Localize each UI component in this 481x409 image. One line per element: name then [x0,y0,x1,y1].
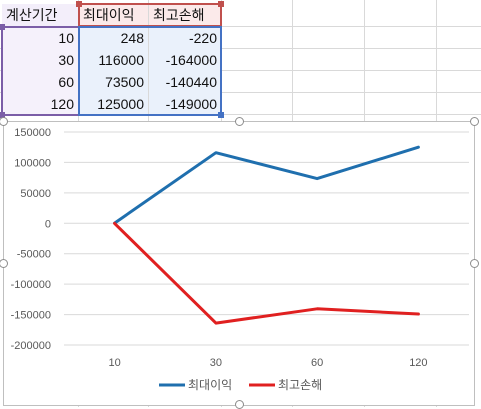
line-chart[interactable]: 150000 100000 50000 0 -50000 -100000 -150000 -2… [3,121,475,406]
range-resize-handle[interactable] [218,1,224,7]
series-line-1 [115,147,419,223]
y-tick-label: 50000 [20,188,51,200]
y-tick-label: -200000 [11,340,51,352]
y-tick-label: 0 [45,218,51,230]
table-cell[interactable]: 125000 [79,93,148,115]
table-cell[interactable]: 248 [79,27,148,49]
chart-resize-handle[interactable] [470,259,479,268]
header-cell-max-profit[interactable]: 최대이익 [79,4,148,26]
chart-resize-handle[interactable] [235,117,244,126]
y-tick-label: -50000 [17,249,51,261]
x-tick-label: 120 [409,357,427,369]
table-cell[interactable]: 60 [2,71,78,93]
series-line-2 [115,223,419,323]
chart-plot-area: 150000 100000 50000 0 -50000 -100000 -150000 -2… [4,122,474,405]
table-cell[interactable]: 10 [2,27,78,49]
range-resize-handle[interactable] [218,112,224,118]
table-cell[interactable]: -164000 [149,49,221,71]
x-tick-label: 10 [109,357,121,369]
range-resize-handle[interactable] [0,24,5,30]
legend-label: 최대이익 [188,378,232,392]
y-tick-label: -100000 [11,279,51,291]
chart-resize-handle[interactable] [470,117,479,126]
x-tick-label: 60 [311,357,323,369]
table-cell[interactable]: 120 [2,93,78,115]
header-cell-period[interactable]: 계산기간 [2,4,78,26]
range-resize-handle[interactable] [76,1,82,7]
y-tick-label: -150000 [11,310,51,322]
table-cell[interactable]: -220 [149,27,221,49]
y-tick-label: 150000 [14,127,51,139]
table-cell[interactable]: 116000 [79,49,148,71]
table-cell[interactable]: 30 [2,49,78,71]
x-tick-label: 30 [210,357,222,369]
legend-label: 최고손해 [278,378,322,392]
chart-resize-handle[interactable] [235,400,244,409]
table-cell[interactable]: -149000 [149,93,221,115]
header-cell-max-loss[interactable]: 최고손해 [149,4,221,26]
y-tick-label: 100000 [14,157,51,169]
table-cell[interactable]: 73500 [79,71,148,93]
table-cell[interactable]: -140440 [149,71,221,93]
